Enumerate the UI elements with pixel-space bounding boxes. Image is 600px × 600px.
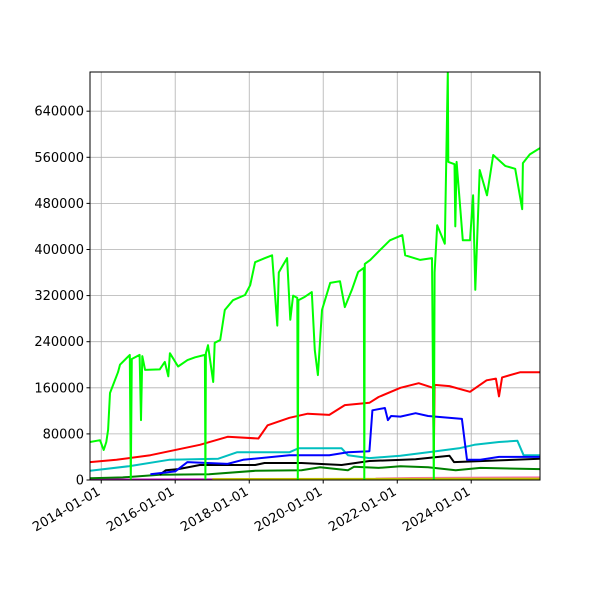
series-line [150, 407, 540, 476]
series-lines [90, 72, 540, 480]
series-line [159, 454, 540, 476]
series-line [90, 465, 540, 480]
plot-frame [89, 71, 541, 481]
y-tick-label: 0 [76, 474, 84, 489]
y-tick-label: 480000 [34, 197, 84, 212]
y-tick-label: 160000 [34, 381, 84, 396]
y-tick-label: 80000 [43, 427, 84, 442]
series-line [212, 477, 540, 480]
series-line [90, 439, 540, 472]
y-tick-label: 400000 [34, 243, 84, 258]
series-line [90, 371, 540, 464]
y-tick-label: 320000 [34, 289, 84, 304]
series-line [90, 72, 540, 480]
y-tick-label: 240000 [34, 335, 84, 350]
y-tick-label: 560000 [34, 151, 84, 166]
y-tick-label: 640000 [34, 105, 84, 120]
